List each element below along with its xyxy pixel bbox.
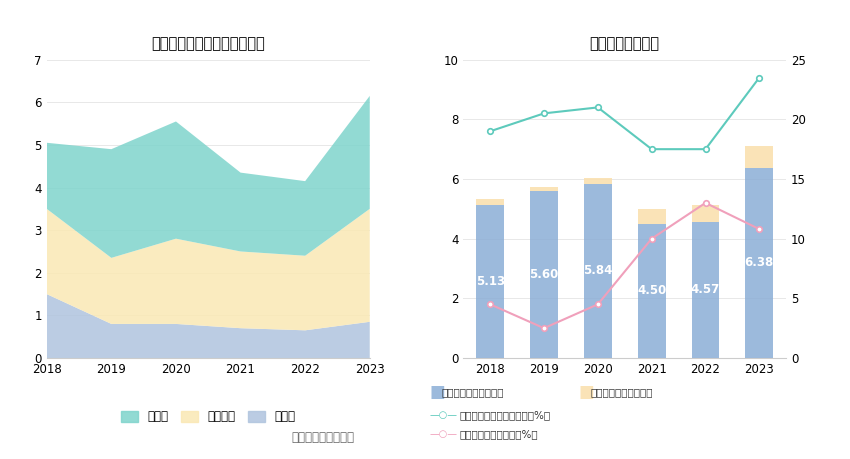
Bar	[638, 224, 666, 358]
Bar	[476, 199, 504, 205]
Text: 右轴：存货计提比例（%）: 右轴：存货计提比例（%）	[459, 429, 537, 439]
Text: 数据来源：恒生聚源: 数据来源：恒生聚源	[292, 431, 354, 444]
Bar	[530, 191, 558, 358]
Text: 6.38: 6.38	[745, 256, 774, 269]
Title: 历年存货变动情况: 历年存货变动情况	[590, 37, 660, 51]
Bar	[530, 187, 558, 191]
Legend: 原材料, 库存商品, 在产品: 原材料, 库存商品, 在产品	[116, 406, 301, 428]
Text: ■: ■	[578, 383, 594, 402]
Bar	[745, 168, 774, 358]
Text: 5.13: 5.13	[476, 275, 505, 288]
Text: 存货账面价值（亿元）: 存货账面价值（亿元）	[442, 387, 505, 397]
Bar	[476, 205, 504, 358]
Text: ■: ■	[429, 383, 445, 402]
Bar	[638, 209, 666, 224]
Text: 5.60: 5.60	[530, 268, 558, 281]
Title: 近年存货变化堆积图（亿元）: 近年存货变化堆积图（亿元）	[151, 37, 265, 51]
Text: 存货跌价准备（亿元）: 存货跌价准备（亿元）	[591, 387, 654, 397]
Text: 右轴：存货占净资产比例（%）: 右轴：存货占净资产比例（%）	[459, 410, 550, 420]
Bar	[692, 205, 719, 222]
Text: 5.84: 5.84	[583, 264, 613, 277]
Text: —○—: —○—	[429, 410, 457, 420]
Bar	[584, 179, 612, 184]
Text: —○—: —○—	[429, 429, 457, 439]
Text: 4.57: 4.57	[691, 283, 720, 297]
Bar	[584, 184, 612, 358]
Text: 4.50: 4.50	[637, 285, 666, 297]
Bar	[745, 146, 774, 168]
Bar	[692, 222, 719, 358]
